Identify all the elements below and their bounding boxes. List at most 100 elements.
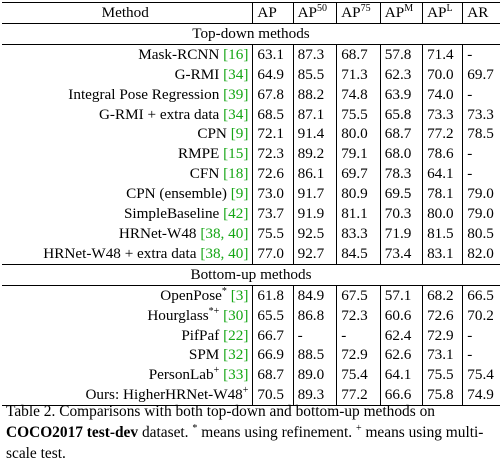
method-label: PersonLab — [148, 366, 214, 384]
cell-apm: 69.5 — [379, 184, 423, 205]
cell-apl: 75.8 — [422, 385, 463, 407]
table-row: CPN [9] 72.1 91.4 80.0 68.7 77.2 78.5 — [2, 124, 500, 145]
cell-ar: - — [462, 44, 500, 65]
cell-ar: - — [462, 325, 500, 346]
table-row: CPN (ensemble) [9] 73.0 91.7 80.9 69.5 78.1 79… — [2, 184, 500, 205]
table-row: CFN [18] 72.6 86.1 69.7 78.3 64.1- — [2, 164, 500, 185]
method-superscript: + — [213, 365, 220, 377]
cell-apm: 57.1 — [379, 285, 423, 306]
cell-ap: 64.9 — [252, 64, 294, 85]
method-name: G-RMI + extra data [34] — [2, 105, 253, 125]
table-caption: Table 2. Comparisons with both top-down … — [6, 401, 500, 464]
header-ar: AR — [462, 2, 500, 24]
header-apm: APM — [379, 2, 423, 24]
citation-link[interactable]: [22] — [223, 326, 249, 344]
cell-ar: - — [462, 144, 500, 165]
table-row: Hourglass*+ [30] 65.5 86.8 72.3 60.6 72.6 70.2 — [2, 305, 500, 326]
cell-ap75: 75.5 — [336, 104, 381, 125]
cell-ar: 74.9 — [462, 385, 500, 407]
caption-text: Table 2. Comparisons with both top-down … — [6, 403, 435, 420]
cell-apm: 62.3 — [379, 64, 423, 85]
caption-plus-symbol: + — [355, 423, 362, 434]
citation-link[interactable]: [34] — [223, 105, 249, 123]
citation-link[interactable]: [38, 40] — [200, 224, 249, 242]
citation-link[interactable]: [30] — [223, 306, 249, 324]
citation-link[interactable]: [39] — [223, 85, 249, 103]
cell-apl: 73.1 — [422, 345, 463, 366]
cell-apl: 78.6 — [422, 144, 463, 165]
table-header-row: Method AP AP50 AP75 APM APL AR — [2, 2, 500, 24]
section-title: Bottom-up methods — [2, 263, 500, 286]
cell-apl: 78.1 — [422, 184, 463, 205]
method-name: CPN [9] — [2, 124, 253, 144]
caption-star-symbol: * — [192, 423, 198, 434]
method-name: SPM [32] — [2, 345, 253, 365]
cell-ap75: 72.9 — [336, 345, 381, 366]
cell-ap50: 92.7 — [292, 243, 337, 265]
cell-ap: 72.3 — [252, 144, 294, 165]
cell-apm: 60.6 — [379, 305, 423, 326]
caption-text: means using refinement. — [197, 424, 356, 441]
cell-ap50: 91.9 — [292, 204, 337, 224]
cell-ar: 78.5 — [462, 124, 500, 145]
cell-ap: 61.8 — [252, 285, 294, 306]
citation-link[interactable]: [38, 40] — [200, 244, 249, 262]
method-label: Ours: HigherHRNet-W48 — [85, 386, 243, 404]
cell-ap50: 86.8 — [292, 305, 337, 326]
citation-link[interactable]: [32] — [223, 346, 249, 364]
method-label: Mask-RCNN — [138, 45, 224, 63]
cell-ar: 79.0 — [462, 184, 500, 205]
method-label: CPN — [197, 125, 231, 143]
method-name: PersonLab+ [33] — [2, 365, 253, 385]
citation-link[interactable]: [3] — [230, 286, 249, 304]
table-row: RMPE [15] 72.3 89.2 79.1 68.0 78.6- — [2, 144, 500, 165]
method-label: RMPE — [177, 145, 224, 163]
cell-apm: 64.1 — [379, 365, 423, 386]
citation-link[interactable]: [33] — [223, 366, 249, 384]
cell-ar: 70.2 — [462, 305, 500, 326]
caption-text: means using multi-scale test. — [6, 424, 484, 462]
table-row: SimpleBaseline [42] 73.7 91.9 81.1 70.3 80.0 7… — [2, 204, 500, 224]
citation-link[interactable]: [42] — [223, 205, 249, 223]
cell-apl: 81.5 — [422, 223, 463, 244]
cell-ap75: 68.7 — [336, 44, 381, 65]
cell-ap50: - — [292, 325, 337, 346]
cell-ar: 75.4 — [462, 365, 500, 386]
table-row: Ours: HigherHRNet-W48+ 70.5 89.3 77.2 66.6 75… — [2, 385, 500, 407]
citation-link[interactable]: [15] — [223, 145, 249, 163]
citation-link[interactable]: [34] — [223, 65, 249, 83]
cell-ap: 70.5 — [252, 385, 294, 407]
citation-link[interactable]: [9] — [230, 125, 249, 143]
method-superscript: + — [242, 385, 249, 397]
method-name: HRNet-W48 + extra data [38, 40] — [2, 244, 253, 264]
cell-apm: 71.9 — [379, 223, 423, 244]
method-name: CFN [18] — [2, 164, 253, 184]
citation-link[interactable]: [18] — [223, 165, 249, 183]
cell-apl: 71.4 — [422, 44, 463, 65]
cell-ap50: 87.3 — [292, 44, 337, 65]
cell-ap50: 85.5 — [292, 64, 337, 85]
cell-ap75: 69.7 — [336, 164, 381, 185]
cell-ap50: 89.2 — [292, 144, 337, 165]
cell-apm: 70.3 — [379, 204, 423, 224]
citation-link[interactable]: [9] — [230, 185, 249, 203]
cell-ap50: 89.0 — [292, 365, 337, 386]
method-label: HRNet-W48 — [118, 224, 201, 242]
cell-apm: 78.3 — [379, 164, 423, 185]
method-name: OpenPose* [3] — [2, 285, 253, 305]
cell-apm: 73.4 — [379, 243, 423, 265]
table-row: PifPaf [22] 66.7- -62.4 72.9- — [2, 325, 500, 346]
method-label: G-RMI — [174, 65, 224, 83]
table-row: Mask-RCNN [16] 63.1 87.3 68.7 57.8 71.4- — [2, 44, 500, 65]
cell-ap50: 89.3 — [292, 385, 337, 407]
method-name: Ours: HigherHRNet-W48+ — [2, 385, 253, 407]
cell-ap50: 87.1 — [292, 104, 337, 125]
cell-apm: 62.6 — [379, 345, 423, 366]
cell-ap50: 88.2 — [292, 84, 337, 105]
citation-link[interactable]: [16] — [223, 45, 249, 63]
method-label: SimpleBaseline — [123, 205, 224, 223]
cell-apm: 65.8 — [379, 104, 423, 125]
cell-ap75: 80.9 — [336, 184, 381, 205]
cell-ar: - — [462, 164, 500, 185]
method-label: SPM — [188, 346, 224, 364]
